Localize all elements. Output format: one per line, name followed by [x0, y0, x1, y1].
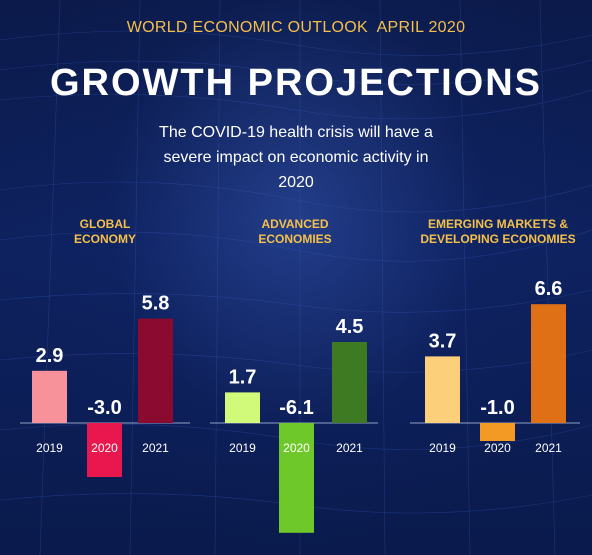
data-label: 3.7 — [429, 330, 457, 352]
bar-2021 — [332, 342, 367, 423]
data-label: 4.5 — [336, 316, 364, 338]
bar-2020 — [87, 423, 122, 477]
bar-2020 — [279, 423, 314, 533]
panel-title: ECONOMIES — [258, 232, 331, 246]
tick-label: 2021 — [142, 441, 169, 455]
tick-label: 2020 — [283, 441, 310, 455]
page-title: GROWTH PROJECTIONS — [49, 62, 543, 104]
tick-label: 2021 — [336, 441, 363, 455]
data-label: 6.6 — [535, 278, 563, 300]
panel-title: DEVELOPING ECONOMIES — [420, 232, 575, 246]
tick-label: 2021 — [535, 441, 562, 455]
tick-label: 2019 — [36, 441, 63, 455]
bar-2019 — [225, 392, 260, 423]
data-label: 5.8 — [142, 293, 170, 315]
panel-title: ADVANCED — [261, 217, 328, 231]
tick-label: 2019 — [229, 441, 256, 455]
panel-title: GLOBAL — [80, 217, 131, 231]
bar-2020 — [480, 423, 515, 441]
tick-label: 2019 — [429, 441, 456, 455]
tick-label: 2020 — [91, 441, 118, 455]
data-label: -3.0 — [87, 397, 121, 419]
bar-2021 — [138, 318, 173, 423]
data-label: 1.7 — [229, 366, 257, 388]
panel-3: EMERGING MARKETS &DEVELOPING ECONOMIES 3.… — [410, 217, 580, 455]
tick-label: 2020 — [484, 441, 511, 455]
bar-2019 — [32, 370, 67, 423]
page-subtitle: The COVID-19 health crisis will have a s… — [159, 124, 433, 191]
report-overline: WORLD ECONOMIC OUTLOOK APRIL 2020 — [126, 19, 466, 36]
data-label: -6.1 — [279, 397, 313, 419]
panel-title: EMERGING MARKETS & — [428, 217, 568, 231]
bar-2021 — [531, 304, 566, 423]
panel-title: ECONOMY — [74, 232, 136, 246]
bar-2019 — [425, 356, 460, 423]
data-label: 2.9 — [36, 345, 64, 367]
data-label: -1.0 — [480, 397, 514, 419]
